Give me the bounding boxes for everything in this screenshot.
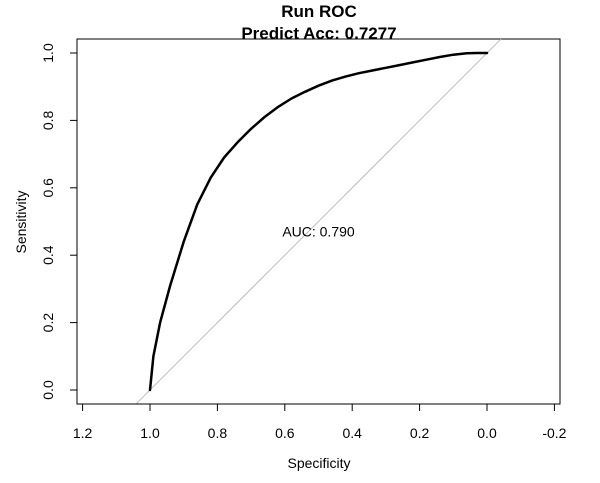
x-tick-label: 0.2: [410, 425, 430, 441]
x-tick-label: 0.0: [477, 425, 497, 441]
x-axis-label: Specificity: [287, 455, 350, 471]
chart-title: Run ROC: [281, 2, 357, 21]
y-tick-label: 0.4: [40, 245, 56, 265]
roc-curve-line: [148, 51, 489, 392]
y-tick-label: 0.2: [40, 313, 56, 333]
x-tick-label: 1.0: [140, 425, 160, 441]
x-tick-label: 0.8: [208, 425, 228, 441]
y-tick-label: 1.0: [40, 43, 56, 63]
y-tick-label: 0.0: [40, 380, 56, 400]
x-tick-label: 0.4: [342, 425, 362, 441]
x-tick-label: 0.6: [275, 425, 295, 441]
chart-subtitle: Predict Acc: 0.7277: [241, 24, 396, 43]
x-tick-label: -0.2: [542, 425, 566, 441]
reference-diagonal-line: [135, 38, 502, 405]
auc-annotation: AUC: 0.790: [282, 224, 355, 240]
y-tick-label: 0.6: [40, 178, 56, 198]
y-tick-label: 0.8: [40, 110, 56, 130]
x-tick-label: 1.2: [73, 425, 93, 441]
y-axis-label: Sensitivity: [13, 190, 29, 253]
plot-area: 1.2 1.0 0.8 0.6 0.4 0.2 0.0 -0.2 0.0 0.2 0.4 0.6 0.8…: [40, 38, 567, 441]
